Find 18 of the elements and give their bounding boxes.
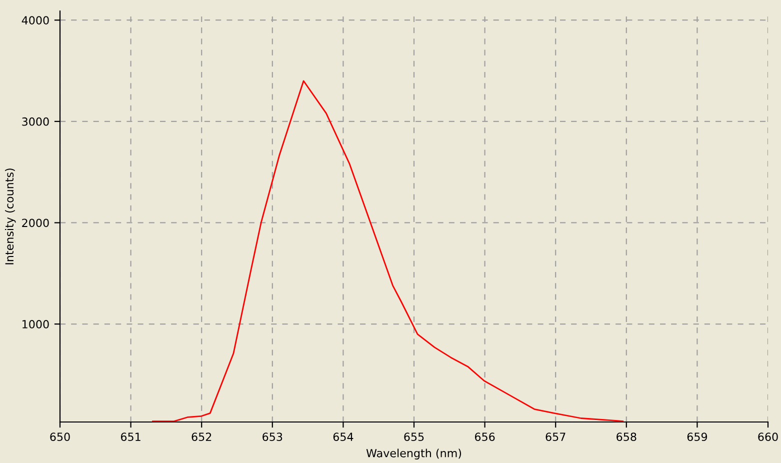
x-tick-label: 653 bbox=[262, 432, 282, 442]
x-tick-label: 654 bbox=[333, 432, 354, 442]
x-tick-label: 652 bbox=[192, 432, 212, 442]
y-tick-label: 3000 bbox=[22, 117, 49, 126]
line-series bbox=[152, 80, 624, 422]
x-axis-title: Wavelength (nm) bbox=[366, 448, 462, 460]
x-tick-label: 658 bbox=[616, 432, 636, 442]
y-axis-title: Intensity (counts) bbox=[4, 168, 16, 264]
x-tick-label: 657 bbox=[546, 432, 566, 442]
x-tick-label: 650 bbox=[50, 432, 70, 442]
x-tick-label: 655 bbox=[404, 432, 424, 442]
x-tick-label: 651 bbox=[120, 432, 140, 442]
y-tick-label: 1000 bbox=[22, 320, 49, 328]
y-tick-label: 2000 bbox=[22, 218, 49, 228]
x-tick-label: 659 bbox=[687, 432, 708, 442]
x-tick-label: 660 bbox=[758, 432, 778, 442]
x-tick-label: 656 bbox=[474, 432, 495, 442]
y-tick-label: 4000 bbox=[22, 16, 49, 24]
